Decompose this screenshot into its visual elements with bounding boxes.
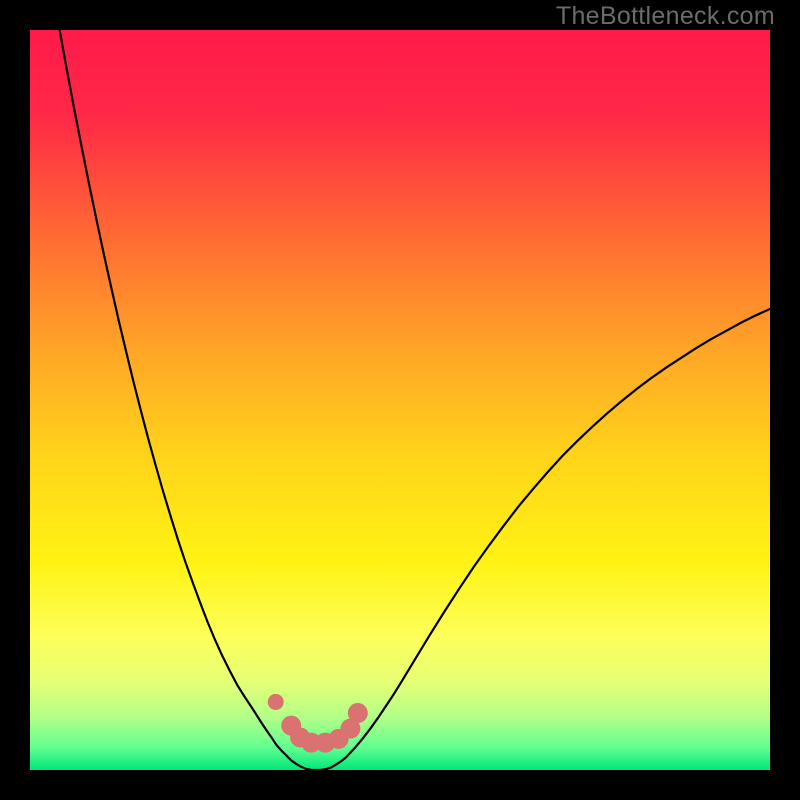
data-marker bbox=[268, 694, 284, 710]
gradient-background bbox=[30, 30, 770, 770]
watermark-text: TheBottleneck.com bbox=[556, 2, 775, 31]
plot-area bbox=[30, 30, 770, 770]
data-marker bbox=[348, 703, 368, 723]
chart-frame: TheBottleneck.com bbox=[0, 0, 800, 800]
bottleneck-chart-svg bbox=[30, 30, 770, 770]
